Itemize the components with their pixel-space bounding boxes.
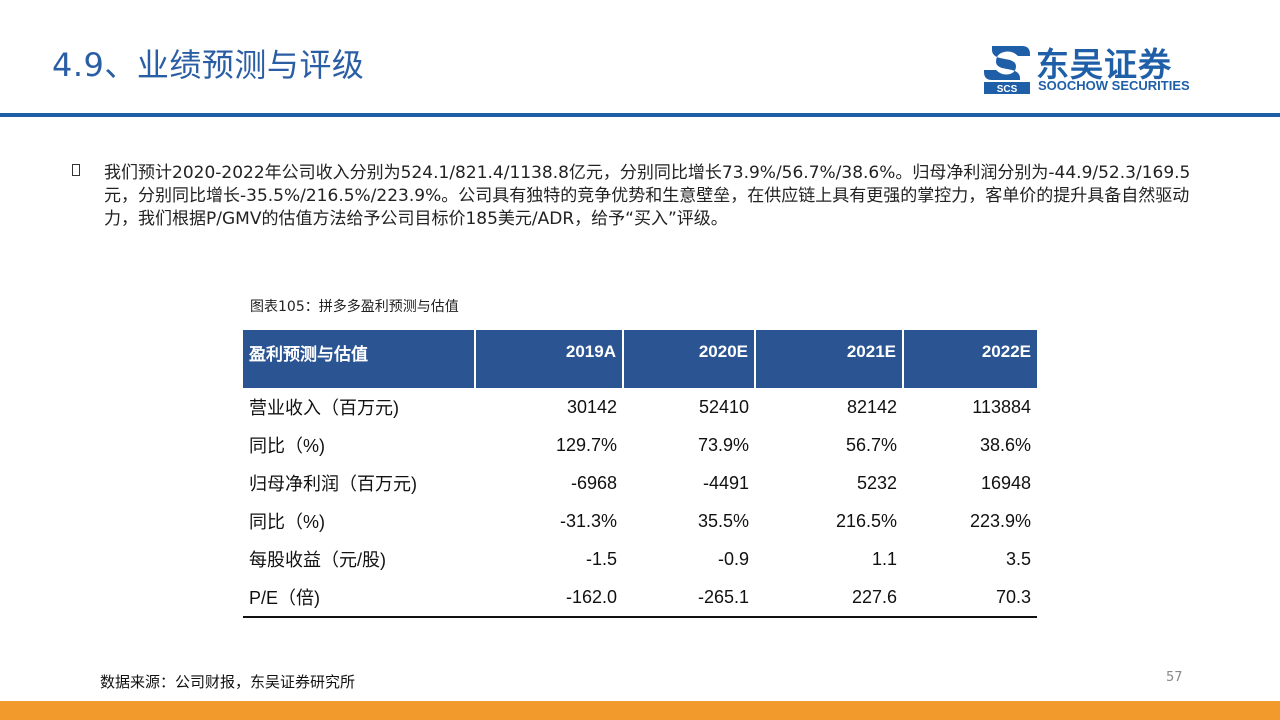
- table-cell: 82142: [846, 396, 897, 417]
- table-caption: 图表105：拼多多盈利预测与估值: [250, 299, 459, 315]
- table-cell: 223.9%: [969, 510, 1031, 531]
- table-header-row: 盈利预测与估值 2019A 2020E 2021E 2022E: [243, 330, 1037, 388]
- table-header-cell: 2019A: [475, 330, 624, 388]
- table-cell: -1.5: [585, 548, 617, 569]
- bullet-marker-icon: [72, 164, 80, 176]
- table-row: 同比（%) 129.7% 73.9% 56.7% 38.6%: [243, 426, 1037, 464]
- table-cell: -6968: [570, 472, 617, 493]
- table-row: 每股收益（元/股) -1.5 -0.9 1.1 3.5: [243, 540, 1037, 578]
- table-row: P/E（倍) -162.0 -265.1 227.6 70.3: [243, 578, 1037, 618]
- page-number: 57: [1166, 670, 1183, 685]
- table-cell: 129.7%: [555, 434, 617, 455]
- table-cell: 52410: [698, 396, 749, 417]
- table-cell: 56.7%: [845, 434, 897, 455]
- table-cell: 30142: [566, 396, 617, 417]
- header-divider: [0, 113, 1280, 117]
- table-cell: 38.6%: [979, 434, 1031, 455]
- table-cell: 73.9%: [697, 434, 749, 455]
- row-label: P/E（倍): [243, 578, 475, 618]
- forecast-table: 盈利预测与估值 2019A 2020E 2021E 2022E 营业收入（百万元…: [243, 330, 1037, 618]
- logo-chinese-name: 东吴证券: [1036, 45, 1172, 84]
- row-label: 同比（%): [249, 436, 325, 456]
- table-cell: -162.0: [475, 578, 623, 618]
- table-cell: -31.3%: [559, 510, 617, 531]
- table-cell: 216.5%: [835, 510, 897, 531]
- table-cell: -4491: [702, 472, 749, 493]
- summary-bullet: 我们预计2020-2022年公司收入分别为524.1/821.4/1138.8亿…: [72, 162, 1202, 231]
- data-source-note: 数据来源：公司财报，东吴证券研究所: [100, 673, 356, 691]
- table-header-cell: 2020E: [623, 330, 756, 388]
- table-row: 归母净利润（百万元) -6968 -4491 5232 16948: [243, 464, 1037, 502]
- table-header-cell: 2021E: [755, 330, 904, 388]
- company-logo: SCS 东吴证券 SOOCHOW SECURITIES: [982, 38, 1207, 98]
- table-header-cell: 2022E: [903, 330, 1037, 388]
- table-cell: 227.6: [755, 578, 903, 618]
- table-cell: 3.5: [1005, 548, 1031, 569]
- logo-english-name: SOOCHOW SECURITIES: [1038, 78, 1190, 93]
- page-title: 4.9、业绩预测与评级: [52, 46, 365, 84]
- table-header-cell: 盈利预测与估值: [243, 330, 476, 388]
- table-row: 同比（%) -31.3% 35.5% 216.5% 223.9%: [243, 502, 1037, 540]
- table-cell: 113884: [972, 396, 1031, 417]
- table-row: 营业收入（百万元) 30142 52410 82142 113884: [243, 388, 1037, 426]
- table-cell: -265.1: [623, 578, 755, 618]
- summary-text: 我们预计2020-2022年公司收入分别为524.1/821.4/1138.8亿…: [104, 163, 1191, 229]
- table-cell: 16948: [980, 472, 1031, 493]
- table-cell: 1.1: [871, 548, 897, 569]
- soochow-logo-icon: SCS: [984, 46, 1030, 94]
- table-cell: -0.9: [717, 548, 749, 569]
- table-cell: 35.5%: [697, 510, 749, 531]
- row-label: 同比（%): [249, 512, 325, 532]
- footer-bar: [0, 701, 1280, 720]
- row-label: 营业收入（百万元): [249, 398, 399, 418]
- row-label: 归母净利润（百万元): [249, 474, 417, 494]
- table-cell: 5232: [856, 472, 897, 493]
- row-label: 每股收益（元/股): [249, 550, 386, 570]
- table-cell: 70.3: [903, 578, 1037, 618]
- logo-mark-text: SCS: [997, 84, 1018, 94]
